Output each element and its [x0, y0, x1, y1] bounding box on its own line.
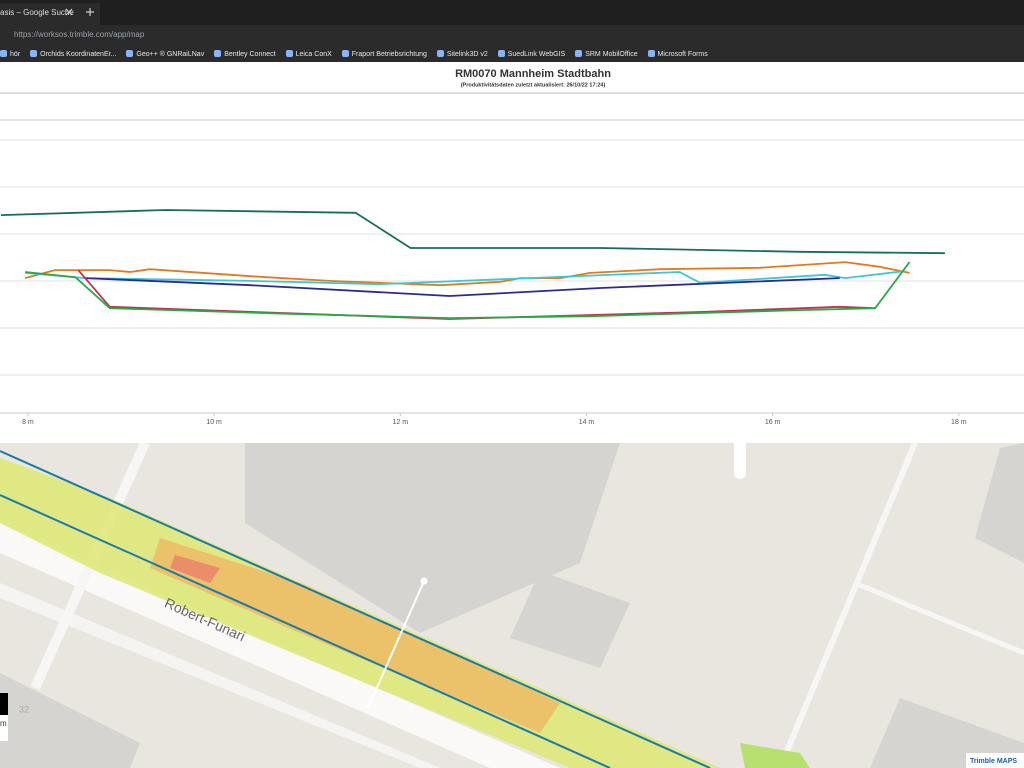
- series-line: [0, 209, 945, 255]
- plot: [0, 209, 945, 320]
- track-line: [0, 450, 711, 768]
- chart-title: RM0070 Mannheim Stadtbahn: [455, 68, 611, 80]
- bookmark[interactable]: Bentley Connect: [214, 50, 275, 58]
- x-tick-label: 14 m: [579, 419, 595, 426]
- tab[interactable]: asis – Google Suche: [0, 3, 100, 25]
- series-line: [25, 261, 911, 320]
- bookmark[interactable]: Fraport Betriebsrichtung: [342, 50, 427, 58]
- chart: RM0070 Mannheim Stadtbahn (Produktivität…: [0, 68, 1024, 426]
- series-line: [77, 269, 876, 320]
- building: [245, 443, 620, 633]
- bookmark[interactable]: SRM MobilOffice: [575, 50, 637, 58]
- building: [870, 698, 1024, 768]
- road: [854, 580, 1024, 656]
- road: [777, 443, 918, 768]
- bookmark[interactable]: Sitelink3D v2: [437, 50, 488, 58]
- bookmark[interactable]: SuedLink WebGIS: [498, 50, 565, 58]
- x-tick-label: 8 m: [22, 419, 34, 426]
- chart-subtitle: (Produktivitätsdaten zuletzt aktualisier…: [461, 82, 606, 88]
- house-number: 32: [19, 704, 29, 714]
- scale-box: [0, 715, 8, 741]
- road: [0, 583, 440, 768]
- x-tick-label: 12 m: [393, 419, 409, 426]
- close-tab[interactable]: [65, 8, 73, 16]
- bookmark[interactable]: hör: [0, 50, 20, 58]
- tab-title: asis – Google Suche: [0, 8, 74, 17]
- grid: [0, 139, 1024, 376]
- heatmap: [740, 743, 810, 768]
- building: [510, 571, 630, 668]
- x-tick-label: 16 m: [765, 419, 781, 426]
- tab-icons: [65, 8, 94, 16]
- url: https://worksos.trimble.com/app/map: [14, 30, 145, 39]
- x-tick-label: 10 m: [206, 419, 222, 426]
- map: Robert-Funari 32 m Trimble MAPS: [0, 443, 1024, 768]
- scale-box: [0, 693, 8, 715]
- logo-bg: [966, 753, 1024, 768]
- heatmap: [150, 538, 560, 733]
- series-line: [24, 261, 910, 287]
- scale-unit: m: [0, 719, 7, 728]
- section-line[interactable]: [367, 580, 425, 709]
- track-line: [0, 494, 611, 768]
- building: [0, 673, 140, 768]
- logo: Trimble MAPS: [970, 758, 1017, 765]
- bookmark[interactable]: Geo++ ® GNRaiLNav: [126, 50, 204, 58]
- tab-bar: asis – Google Suche: [0, 0, 1024, 25]
- heatmap: [170, 555, 220, 583]
- bookmarks-bar: hör Orchids KoordinatenEr... Geo++ ® GNRai…: [0, 45, 1024, 62]
- series-line: [84, 277, 840, 297]
- bookmark[interactable]: Leica ConX: [286, 50, 332, 58]
- new-tab[interactable]: [86, 8, 94, 16]
- address-bar[interactable]: https://worksos.trimble.com/app/map: [0, 25, 1024, 45]
- bookmark[interactable]: Microsoft Forms: [648, 50, 708, 58]
- series-line: [25, 270, 905, 286]
- building: [975, 443, 1024, 563]
- bookmark[interactable]: Orchids KoordinatenEr...: [30, 50, 116, 58]
- handle[interactable]: [420, 577, 428, 585]
- x-tick-label: 18 m: [951, 419, 967, 426]
